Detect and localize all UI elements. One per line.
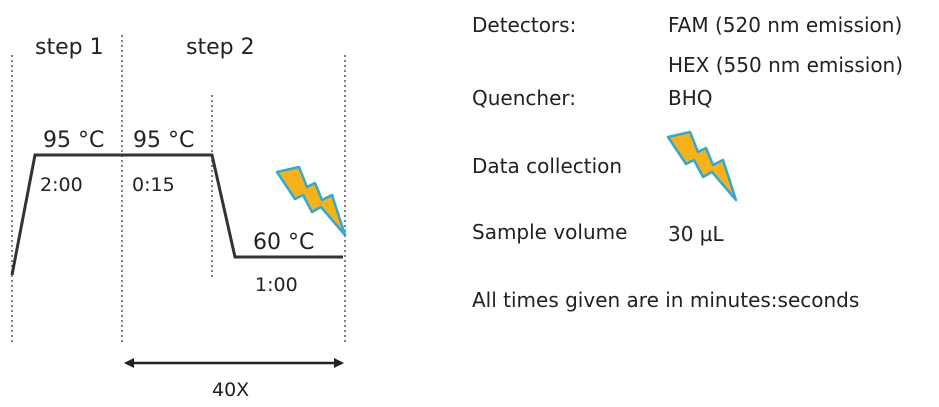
sample-volume-value: 30 µL [668,222,724,246]
step2-label: step 2 [186,35,255,60]
quencher-label: Quencher: [472,86,576,110]
temperature-profile-line [10,153,343,276]
step2-denature-time: 0:15 [132,174,175,196]
lightning-bolt-icon [275,165,347,237]
cycles-label: 40X [212,379,250,401]
step1-time: 2:00 [40,174,83,196]
data-collection-label: Data collection [472,154,623,178]
data-collection-bolt-icon [666,130,738,202]
step2-anneal-time: 1:00 [255,274,298,296]
sample-volume-label: Sample volume [472,220,628,244]
step1-temperature: 95 °C [43,128,105,153]
detector-fam: FAM (520 nm emission) [668,13,903,37]
step2-anneal-temperature: 60 °C [253,230,315,255]
quencher-value: BHQ [668,86,713,110]
detectors-label: Detectors: [472,13,577,37]
times-note: All times given are in minutes:seconds [472,288,860,312]
detector-hex: HEX (550 nm emission) [668,53,904,77]
step2-denature-temperature: 95 °C [133,128,195,153]
step1-label: step 1 [35,35,104,60]
